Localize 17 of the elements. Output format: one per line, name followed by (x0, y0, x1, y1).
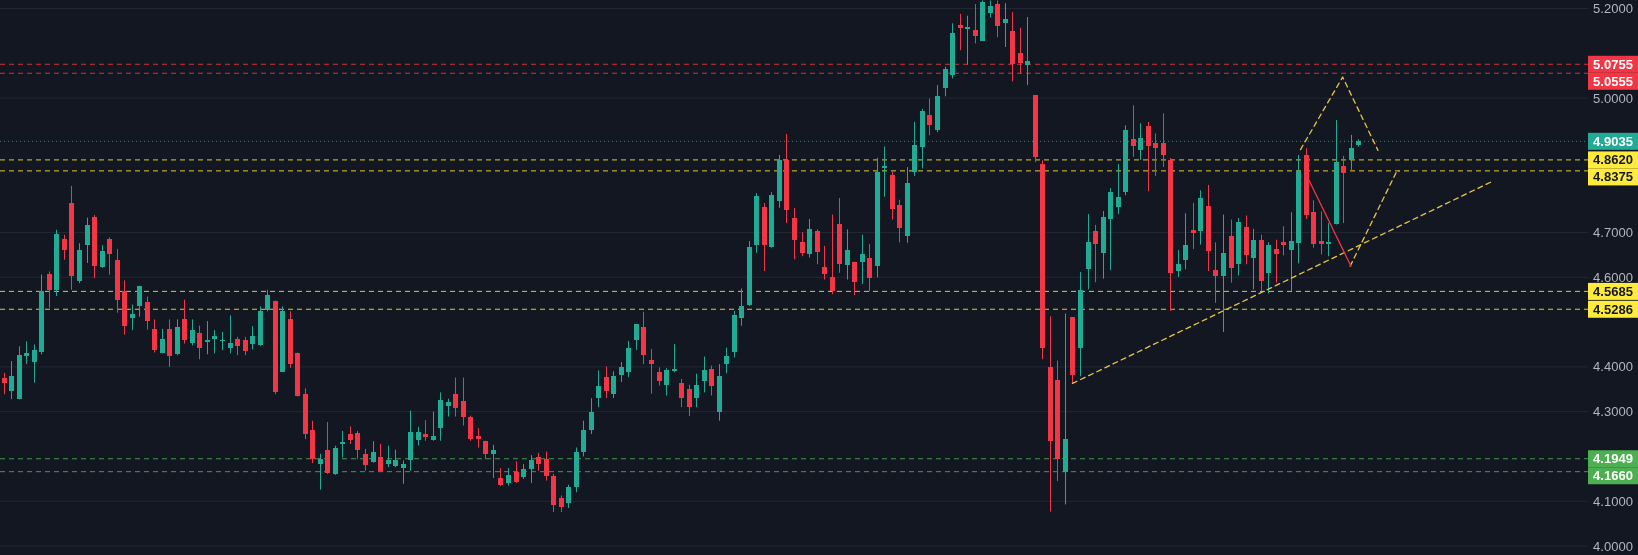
y-tick-label: 4.0000 (1593, 538, 1633, 554)
ref-line-label: 4.1949 (1593, 451, 1633, 467)
y-tick-label: 4.6000 (1593, 269, 1633, 285)
ref-line-label: 4.1660 (1593, 468, 1633, 484)
ref-line-label: 4.9035 (1593, 133, 1633, 149)
y-tick-label: 5.0000 (1593, 90, 1633, 106)
y-tick-label: 4.1000 (1593, 493, 1633, 509)
ref-line-label: 4.5286 (1593, 301, 1633, 317)
y-tick-label: 4.7000 (1593, 225, 1633, 241)
y-tick-label: 5.2000 (1593, 1, 1633, 17)
ref-line-label: 4.8620 (1593, 152, 1633, 168)
y-tick-label: 4.4000 (1593, 359, 1633, 375)
ref-line-label: 4.5685 (1593, 283, 1633, 299)
ref-line-label: 5.0555 (1593, 73, 1633, 89)
ref-line-label: 4.8375 (1593, 169, 1633, 185)
y-tick-label: 4.3000 (1593, 404, 1633, 420)
ref-line-label: 5.0755 (1593, 56, 1633, 72)
